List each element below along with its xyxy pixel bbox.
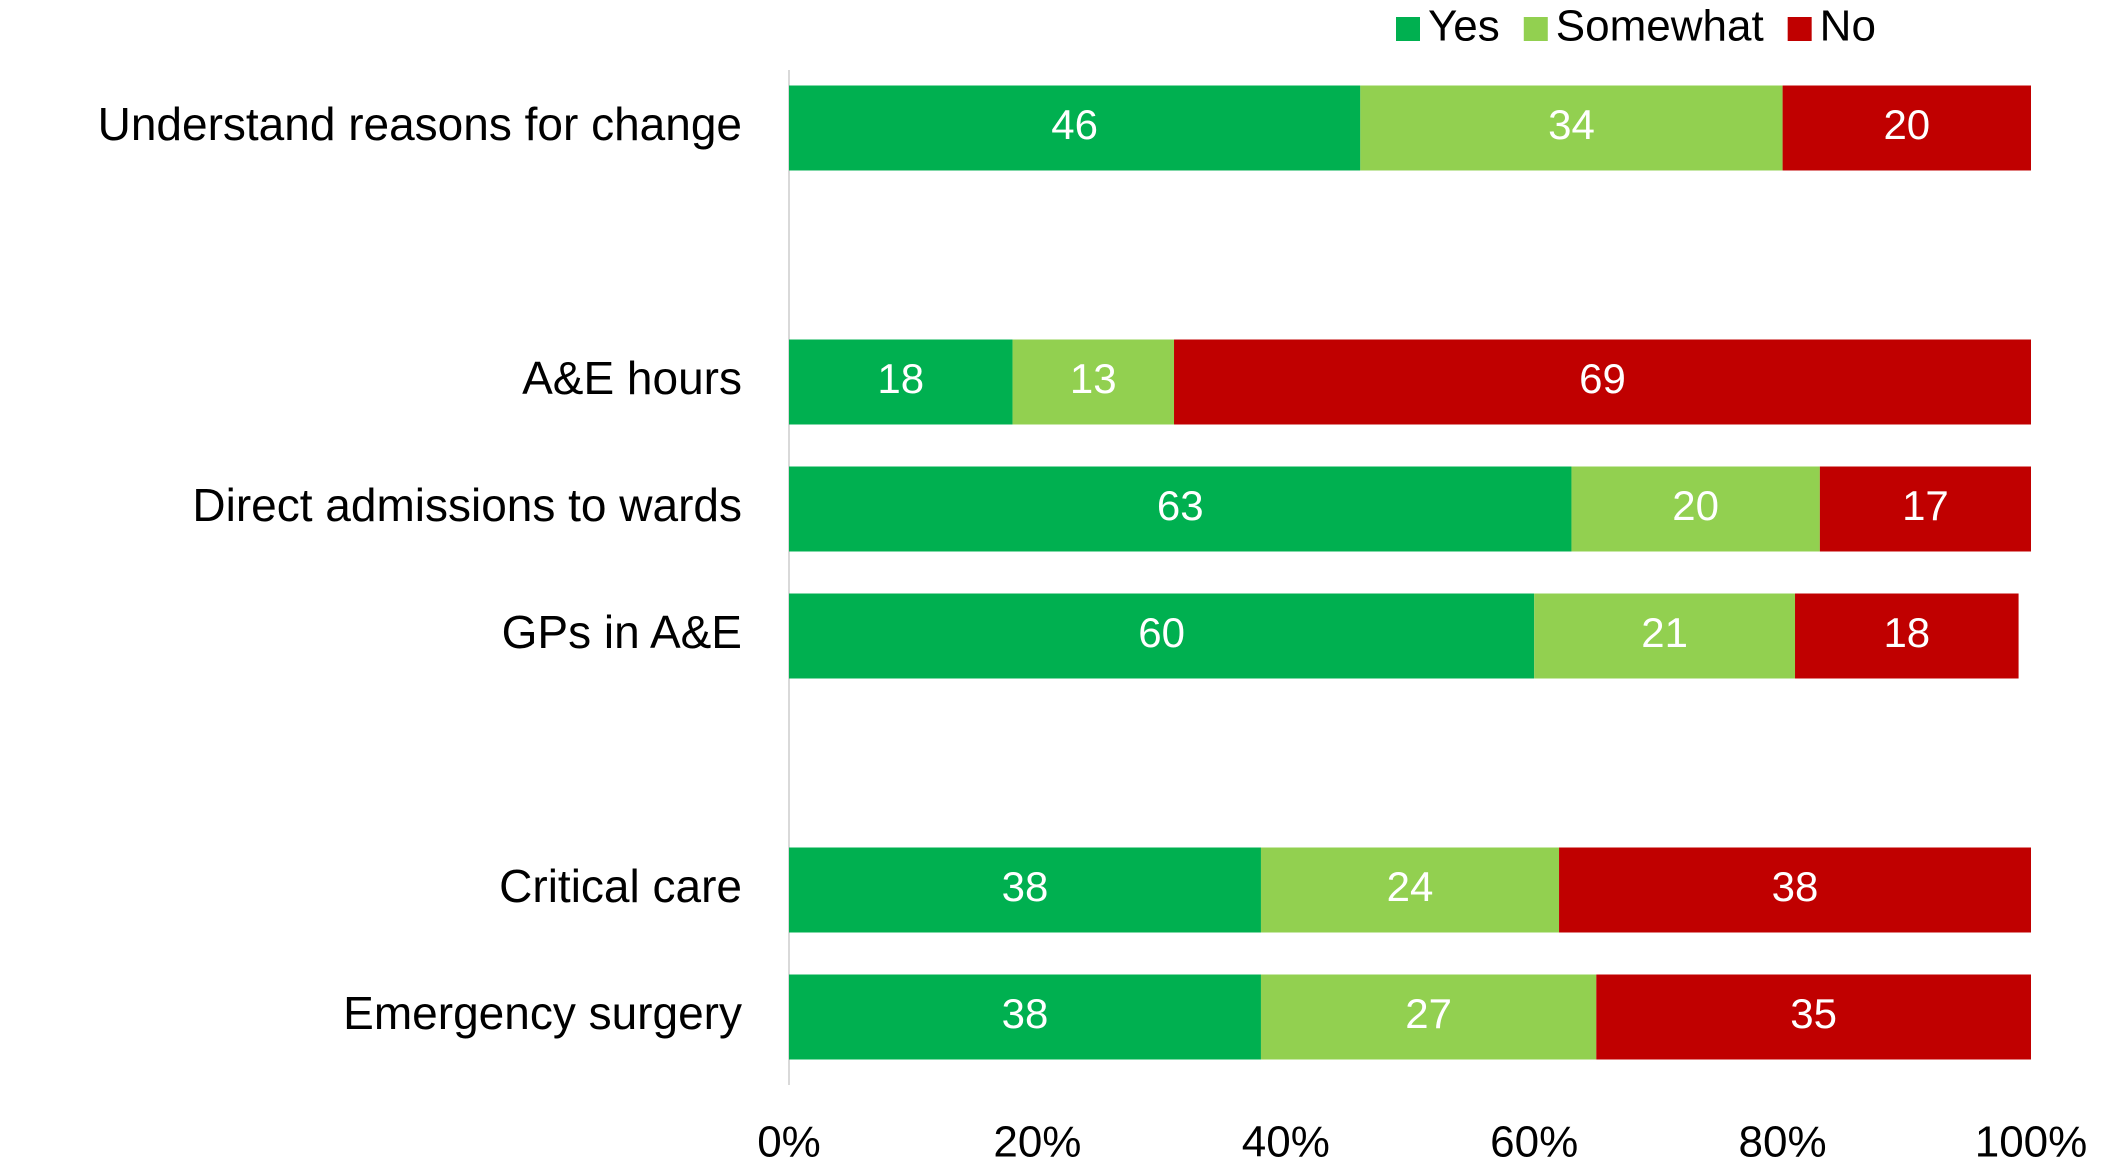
bar-segment [1260, 847, 1560, 933]
bar-segment [789, 974, 1261, 1060]
value-label: 17 [1902, 482, 1949, 529]
value-label: 13 [1070, 355, 1117, 402]
category-label: GPs in A&E [502, 606, 742, 658]
legend-swatch [1396, 17, 1420, 41]
x-tick-label: 100% [1975, 1118, 2088, 1167]
value-label: 20 [1672, 482, 1719, 529]
legend-label: No [1820, 2, 1876, 51]
x-tick-label: 80% [1739, 1118, 1827, 1167]
value-label: 38 [1772, 863, 1819, 910]
value-label: 46 [1051, 101, 1098, 148]
bar-segment [789, 466, 1572, 552]
bar-segment [1260, 974, 1597, 1060]
bar-segment [1012, 339, 1175, 425]
category-label: Direct admissions to wards [192, 479, 742, 531]
bar-segment [1534, 593, 1796, 679]
bar-segment [1819, 466, 2031, 552]
value-label: 69 [1579, 355, 1626, 402]
legend-swatch [1787, 17, 1812, 41]
bar-segment [789, 847, 1261, 933]
value-label: 60 [1138, 609, 1185, 656]
value-label: 63 [1157, 482, 1204, 529]
bar-segment [789, 593, 1535, 679]
bar-segment [1360, 85, 1783, 171]
category-label: A&E hours [522, 352, 742, 404]
value-label: 18 [1883, 609, 1930, 656]
legend-swatch [1523, 17, 1548, 41]
category-label: Understand reasons for change [98, 98, 742, 150]
x-tick-label: 0% [757, 1118, 821, 1167]
x-tick-label: 40% [1242, 1118, 1330, 1167]
x-tick-label: 20% [993, 1118, 1081, 1167]
category-label: Critical care [499, 860, 742, 912]
value-label: 35 [1790, 990, 1837, 1037]
legend-label: Somewhat [1556, 2, 1764, 51]
value-label: 38 [1002, 863, 1049, 910]
category-label: Emergency surgery [343, 987, 742, 1039]
bar-segment [1571, 466, 1820, 552]
bar-segment [789, 339, 1013, 425]
value-label: 20 [1883, 101, 1930, 148]
value-label: 18 [877, 355, 924, 402]
bar-segment [1174, 339, 2031, 425]
bar-segment [1782, 85, 2031, 171]
x-tick-label: 60% [1490, 1118, 1578, 1167]
value-label: 21 [1641, 609, 1688, 656]
value-label: 27 [1405, 990, 1452, 1037]
bar-segment [1795, 593, 2019, 679]
bar-segment [1559, 847, 2031, 933]
legend-label: Yes [1428, 2, 1500, 51]
value-label: 38 [1002, 990, 1049, 1037]
value-label: 34 [1548, 101, 1595, 148]
value-label: 24 [1387, 863, 1434, 910]
bar-segment [789, 85, 1361, 171]
bar-segment [1596, 974, 2031, 1060]
